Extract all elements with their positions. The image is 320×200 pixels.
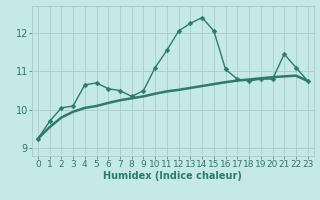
X-axis label: Humidex (Indice chaleur): Humidex (Indice chaleur) (103, 171, 242, 181)
